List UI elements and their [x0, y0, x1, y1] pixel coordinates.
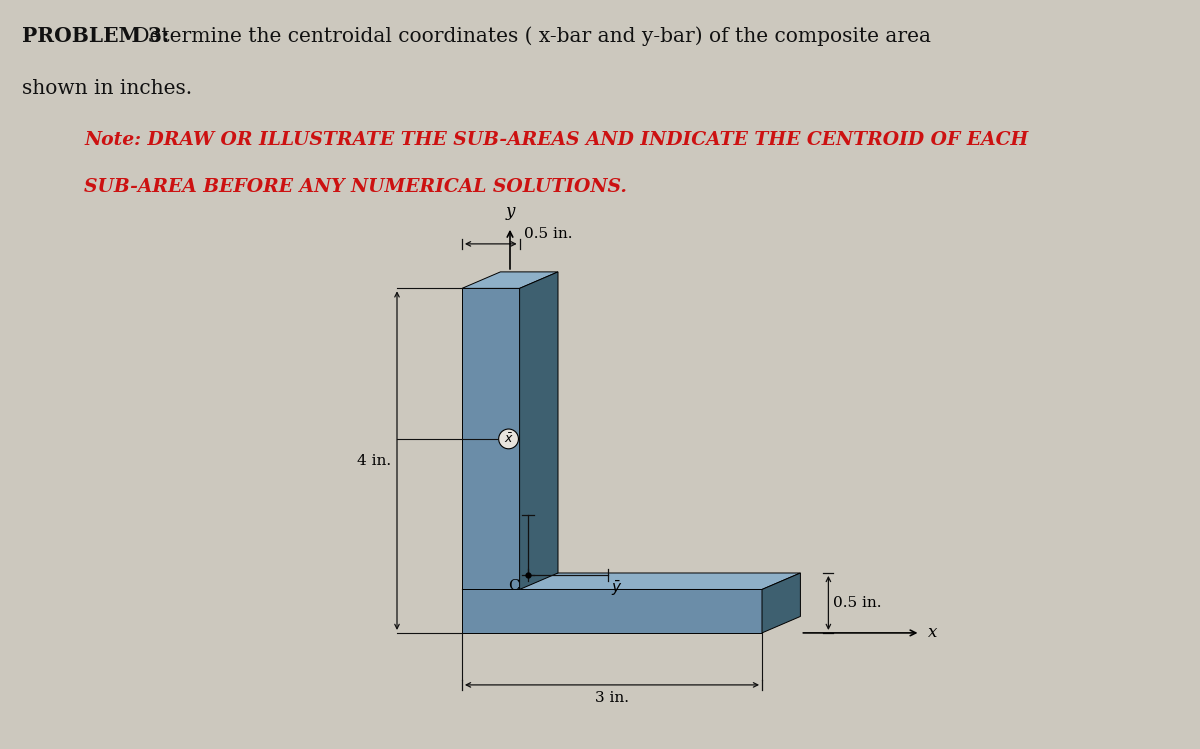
Polygon shape	[520, 272, 558, 589]
Text: 0.5 in.: 0.5 in.	[523, 227, 572, 241]
Text: C: C	[509, 580, 520, 593]
Text: $\bar{y}$: $\bar{y}$	[611, 578, 623, 598]
Bar	[462, 589, 762, 633]
Polygon shape	[462, 272, 558, 288]
Text: y: y	[505, 203, 515, 220]
Text: 0.5 in.: 0.5 in.	[833, 596, 882, 610]
Text: shown in inches.: shown in inches.	[22, 79, 192, 97]
Bar	[462, 288, 520, 589]
Text: Determine the centroidal coordinates ( x-bar and y-bar) of the composite area: Determine the centroidal coordinates ( x…	[127, 26, 931, 46]
Polygon shape	[762, 573, 800, 633]
Text: PROBLEM 3:: PROBLEM 3:	[22, 26, 169, 46]
Text: Note: DRAW OR ILLUSTRATE THE SUB-AREAS AND INDICATE THE CENTROID OF EACH: Note: DRAW OR ILLUSTRATE THE SUB-AREAS A…	[84, 131, 1028, 149]
Text: $\bar{x}$: $\bar{x}$	[504, 432, 514, 446]
Text: 3 in.: 3 in.	[595, 691, 629, 705]
Text: SUB-AREA BEFORE ANY NUMERICAL SOLUTIONS.: SUB-AREA BEFORE ANY NUMERICAL SOLUTIONS.	[84, 178, 626, 196]
Text: 4 in.: 4 in.	[356, 454, 391, 467]
Polygon shape	[462, 573, 800, 589]
Text: x: x	[929, 625, 937, 641]
